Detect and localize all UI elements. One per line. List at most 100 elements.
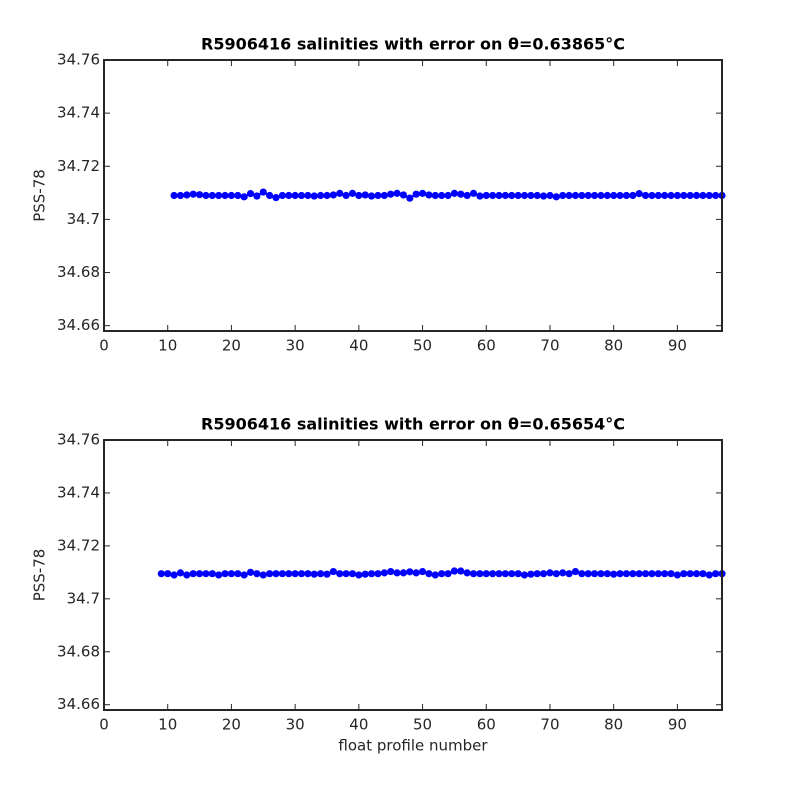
data-point: [469, 189, 478, 197]
chart-title: R5906416 salinities with error on θ=0.65…: [201, 415, 625, 434]
data-point: [680, 570, 688, 578]
data-point: [285, 570, 293, 578]
data-point: [661, 570, 669, 578]
data-point: [202, 570, 210, 578]
data-point: [227, 191, 236, 200]
data-point: [253, 570, 261, 578]
plot-frame: [103, 439, 723, 711]
data-point: [272, 570, 280, 578]
plot-frame: [103, 59, 723, 332]
x-tick-label: 60: [477, 337, 496, 355]
chart-title: R5906416 salinities with error on θ=0.63…: [201, 35, 625, 54]
x-tick-label: 50: [413, 337, 432, 355]
x-tick-label: 0: [99, 337, 109, 355]
data-point: [648, 570, 656, 578]
data-point: [514, 191, 522, 200]
data-point: [457, 567, 465, 575]
x-tick-label: 10: [158, 716, 177, 734]
data-point: [317, 570, 325, 578]
data-point: [590, 570, 599, 578]
x-tick-label: 80: [604, 716, 623, 734]
data-point: [246, 568, 255, 576]
data-point: [552, 570, 560, 578]
data-point: [355, 191, 363, 200]
data-point: [673, 191, 682, 200]
data-point: [361, 570, 369, 578]
x-tick-label: 80: [604, 337, 623, 355]
data-point: [635, 570, 643, 578]
data-point: [291, 191, 299, 200]
data-point: [323, 570, 331, 578]
data-point: [654, 191, 662, 200]
data-point: [565, 570, 573, 578]
data-point: [183, 191, 191, 199]
data-point: [393, 569, 401, 577]
data-point: [705, 571, 713, 579]
data-point: [387, 190, 395, 198]
data-point: [336, 189, 344, 197]
data-point: [705, 191, 713, 200]
data-point: [317, 191, 325, 200]
y-tick-label: 34.72: [57, 536, 100, 554]
data-point: [367, 570, 376, 578]
data-point: [654, 570, 662, 578]
data-point: [176, 569, 185, 577]
data-point: [342, 570, 350, 578]
data-point: [527, 570, 535, 578]
data-point: [584, 191, 592, 200]
data-point: [425, 191, 433, 199]
data-point: [686, 191, 694, 200]
data-point: [355, 571, 363, 579]
data-point: [444, 191, 452, 200]
x-tick-label: 20: [222, 337, 241, 355]
data-point: [215, 571, 223, 579]
data-point: [482, 191, 490, 200]
data-point: [195, 570, 204, 578]
data-point: [227, 570, 236, 578]
data-point: [329, 567, 337, 576]
x-tick-label: 30: [286, 716, 305, 734]
data-point: [616, 570, 624, 578]
data-point: [565, 191, 573, 200]
y-tick-label: 34.72: [57, 157, 100, 175]
data-point: [234, 570, 242, 578]
data-point: [323, 191, 331, 200]
data-point: [399, 569, 408, 577]
data-point: [291, 570, 299, 578]
data-point: [546, 191, 554, 200]
data-point: [259, 188, 267, 196]
data-point: [240, 571, 248, 579]
data-point: [329, 191, 337, 199]
x-tick-label: 60: [477, 716, 496, 734]
data-point: [584, 570, 592, 578]
data-point: [680, 191, 688, 200]
data-point: [692, 191, 701, 200]
data-point: [278, 570, 286, 578]
data-point: [571, 567, 580, 576]
data-point: [195, 191, 204, 199]
data-point: [310, 570, 318, 578]
data-point: [482, 570, 490, 578]
data-point: [304, 570, 312, 578]
data-point: [380, 191, 388, 200]
y-tick-label: 34.66: [57, 695, 100, 713]
data-point: [578, 191, 586, 200]
data-point: [463, 191, 471, 200]
x-tick-label: 70: [540, 337, 559, 355]
x-tick-label: 20: [222, 716, 241, 734]
data-point: [221, 191, 229, 200]
data-point: [170, 571, 178, 579]
data-point: [489, 191, 497, 200]
data-point: [431, 571, 439, 579]
data-point: [348, 570, 357, 578]
data-point: [540, 570, 548, 578]
data-point: [597, 570, 605, 578]
data-point: [387, 567, 395, 576]
data-point: [425, 570, 433, 578]
y-tick-label: 34.7: [67, 589, 100, 607]
data-point: [635, 190, 643, 198]
data-point: [463, 569, 471, 577]
data-point: [495, 570, 503, 578]
data-point: [489, 570, 497, 578]
